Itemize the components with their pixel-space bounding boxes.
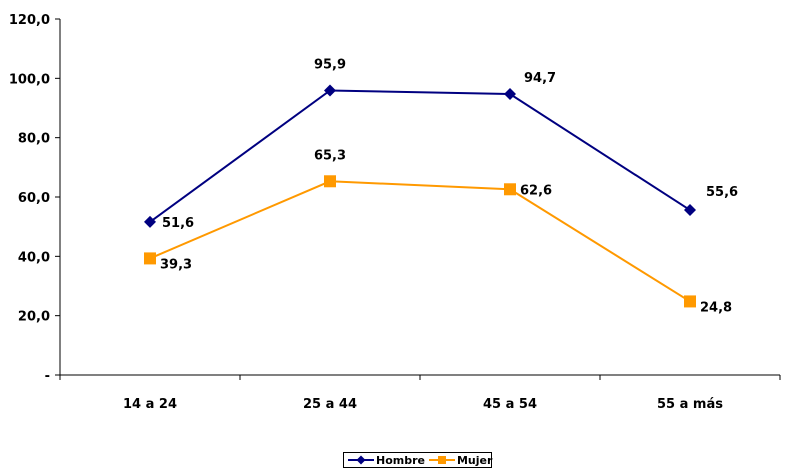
chart-series: 51,6 95,9 94,7 55,6 39,3 65,3 62,6 24,8 bbox=[144, 57, 738, 315]
data-point-mujer bbox=[324, 175, 336, 188]
y-tick-label: 60,0 bbox=[18, 191, 50, 206]
data-label-hombre: 51,6 bbox=[162, 216, 194, 231]
data-point-mujer bbox=[504, 183, 516, 196]
data-point-hombre bbox=[144, 215, 156, 228]
data-label-mujer: 24,8 bbox=[700, 300, 732, 315]
x-tick-label: 14 a 24 bbox=[123, 397, 177, 412]
legend-marker-mujer bbox=[428, 456, 455, 464]
x-axis-ticks: 14 a 24 25 a 44 45 a 54 55 a más bbox=[59, 375, 781, 412]
data-label-mujer: 62,6 bbox=[520, 183, 552, 198]
data-point-hombre bbox=[324, 84, 336, 97]
data-label-mujer: 39,3 bbox=[160, 257, 192, 272]
x-tick-label: 25 a 44 bbox=[303, 397, 357, 412]
data-point-mujer bbox=[684, 295, 696, 308]
chart-axes bbox=[59, 19, 780, 376]
legend: Hombre Mujer bbox=[343, 452, 492, 468]
x-tick-label: 55 a más bbox=[657, 397, 723, 412]
y-tick-label: 20,0 bbox=[18, 310, 50, 325]
data-label-hombre: 95,9 bbox=[314, 57, 346, 72]
y-tick-label: - bbox=[45, 369, 50, 384]
legend-item-hombre: Hombre bbox=[348, 454, 425, 467]
y-tick-label: 120,0 bbox=[9, 13, 50, 28]
x-tick-label: 45 a 54 bbox=[483, 397, 537, 412]
y-tick-label: 100,0 bbox=[9, 72, 50, 87]
data-point-hombre bbox=[684, 204, 696, 217]
series-line-mujer bbox=[149, 180, 691, 303]
data-label-hombre: 94,7 bbox=[524, 71, 556, 86]
legend-label-mujer: Mujer bbox=[456, 453, 493, 467]
legend-marker-hombre bbox=[348, 455, 374, 465]
y-tick-label: 40,0 bbox=[18, 250, 50, 265]
series-line-hombre bbox=[149, 89, 691, 223]
data-label-mujer: 65,3 bbox=[314, 148, 346, 163]
y-tick-label: 80,0 bbox=[18, 132, 50, 147]
data-point-mujer bbox=[144, 252, 156, 265]
y-axis-ticks: - 20,0 40,0 60,0 80,0 100,0 120,0 bbox=[9, 13, 60, 384]
data-point-hombre bbox=[504, 88, 516, 101]
line-chart: - 20,0 40,0 60,0 80,0 100,0 120,0 14 a 24 25 a … bbox=[9, 13, 781, 412]
legend-item-mujer: Mujer bbox=[428, 453, 493, 467]
data-label-hombre: 55,6 bbox=[706, 185, 738, 200]
legend-label-hombre: Hombre bbox=[376, 453, 425, 467]
